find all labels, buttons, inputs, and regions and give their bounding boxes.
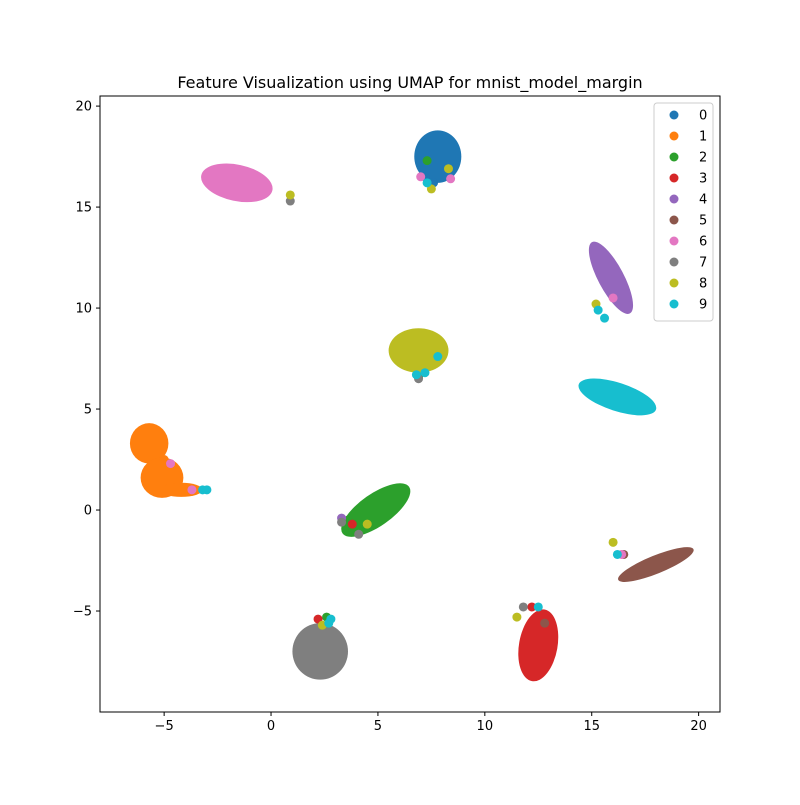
point-class-6-4 xyxy=(608,293,618,303)
y-axis-ticks: −5 0 5 10 15 20 xyxy=(73,100,100,620)
x-axis-ticks: −5 0 5 10 15 20 xyxy=(155,712,707,734)
cluster-class-5-0 xyxy=(618,547,694,582)
legend-marker-4 xyxy=(669,194,679,204)
legend-marker-7 xyxy=(669,257,679,267)
cluster-layer xyxy=(129,130,694,682)
point-class-9-5 xyxy=(411,370,421,380)
point-class-6-3 xyxy=(446,174,456,184)
plot-area-frame xyxy=(99,95,721,713)
point-class-5-0 xyxy=(540,618,550,628)
legend-label-8: 8 xyxy=(699,277,707,292)
y-tick-label: 15 xyxy=(75,201,92,216)
point-class-9-8 xyxy=(612,549,622,559)
cluster-class-6-0 xyxy=(201,163,273,203)
point-class-6-0 xyxy=(166,459,176,469)
x-tick-label: 15 xyxy=(583,719,600,734)
point-class-7-2 xyxy=(518,602,528,612)
cluster-class-1-0 xyxy=(129,423,169,464)
legend-marker-9 xyxy=(669,299,679,309)
cluster-class-2-0 xyxy=(341,483,411,537)
legend-label-1: 1 xyxy=(699,130,707,145)
legend-marker-5 xyxy=(669,215,679,225)
legend-label-3: 3 xyxy=(699,172,707,187)
legend-label-7: 7 xyxy=(699,256,707,271)
x-tick-label: 0 xyxy=(267,719,275,734)
x-tick-label: 20 xyxy=(690,719,707,734)
legend-box xyxy=(653,102,714,322)
cluster-class-8-0 xyxy=(388,328,449,373)
point-class-3-2 xyxy=(527,602,537,612)
point-class-2-0 xyxy=(422,156,432,166)
point-class-1-1 xyxy=(159,455,169,465)
cluster-class-4-0 xyxy=(588,241,634,314)
outlier-points-layer xyxy=(159,156,629,630)
y-tick-label: 5 xyxy=(84,403,92,418)
x-tick-label: 10 xyxy=(477,719,494,734)
point-class-9-10 xyxy=(326,614,336,624)
point-class-7-0 xyxy=(354,529,364,539)
legend-marker-2 xyxy=(669,152,679,162)
point-class-9-1 xyxy=(202,485,212,495)
y-tick-label: 10 xyxy=(75,302,92,317)
legend-marker-6 xyxy=(669,236,679,246)
point-class-9-6 xyxy=(593,305,603,315)
x-tick-label: −5 xyxy=(155,719,174,734)
point-class-8-2 xyxy=(362,519,372,529)
point-class-9-3 xyxy=(433,352,443,362)
legend-label-2: 2 xyxy=(699,151,707,166)
point-class-9-11 xyxy=(533,602,543,612)
point-class-8-7 xyxy=(285,190,295,200)
point-class-8-4 xyxy=(512,612,522,622)
y-tick-label: 0 xyxy=(84,504,92,519)
point-class-9-7 xyxy=(600,313,610,323)
y-tick-label: 20 xyxy=(75,100,92,115)
point-class-9-2 xyxy=(422,178,432,188)
cluster-class-3-0 xyxy=(518,609,559,682)
legend-marker-8 xyxy=(669,278,679,288)
legend-label-0: 0 xyxy=(699,109,707,124)
point-class-6-2 xyxy=(416,172,426,182)
cluster-class-7-0 xyxy=(292,623,349,680)
point-class-6-1 xyxy=(187,485,197,495)
point-class-8-1 xyxy=(443,164,453,174)
legend-marker-1 xyxy=(669,131,679,141)
legend-marker-3 xyxy=(669,173,679,183)
chart-title: Feature Visualization using UMAP for mni… xyxy=(177,73,642,93)
point-class-8-5 xyxy=(608,537,618,547)
point-class-9-4 xyxy=(420,368,430,378)
legend-marker-0 xyxy=(669,110,679,120)
cluster-class-9-0 xyxy=(578,378,657,416)
legend-label-4: 4 xyxy=(699,193,707,208)
legend-label-6: 6 xyxy=(699,235,707,250)
legend: 0 1 2 3 4 5 6 7 8 9 xyxy=(653,102,714,322)
point-class-3-0 xyxy=(347,519,357,529)
point-class-7-1 xyxy=(337,517,347,527)
y-tick-label: −5 xyxy=(73,605,92,620)
x-tick-label: 5 xyxy=(374,719,382,734)
legend-label-5: 5 xyxy=(699,214,707,229)
legend-label-9: 9 xyxy=(699,298,707,313)
